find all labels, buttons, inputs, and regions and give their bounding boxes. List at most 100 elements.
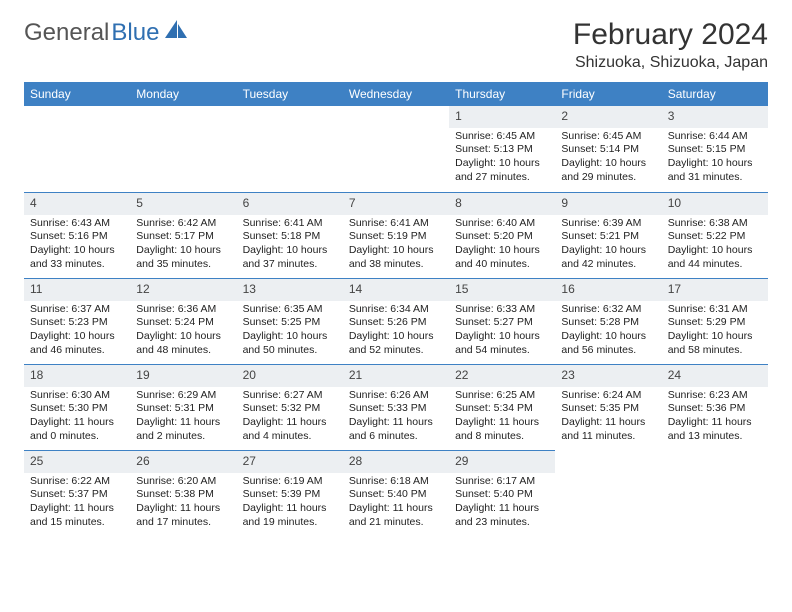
day-number: 24 (662, 364, 768, 387)
day-body: Sunrise: 6:45 AMSunset: 5:13 PMDaylight:… (449, 128, 555, 189)
day-number: 10 (662, 192, 768, 215)
location: Shizuoka, Shizuoka, Japan (573, 54, 768, 72)
calendar-week-row: 1Sunrise: 6:45 AMSunset: 5:13 PMDaylight… (24, 106, 768, 192)
day-body: Sunrise: 6:40 AMSunset: 5:20 PMDaylight:… (449, 215, 555, 276)
weekday-header: Tuesday (237, 82, 343, 106)
day-body: Sunrise: 6:35 AMSunset: 5:25 PMDaylight:… (237, 301, 343, 362)
day-number: 11 (24, 278, 130, 301)
calendar-cell: 28Sunrise: 6:18 AMSunset: 5:40 PMDayligh… (343, 450, 449, 536)
day-number: 22 (449, 364, 555, 387)
day-body: Sunrise: 6:41 AMSunset: 5:19 PMDaylight:… (343, 215, 449, 276)
weekday-header: Sunday (24, 82, 130, 106)
calendar-cell: 4Sunrise: 6:43 AMSunset: 5:16 PMDaylight… (24, 192, 130, 278)
day-body: Sunrise: 6:34 AMSunset: 5:26 PMDaylight:… (343, 301, 449, 362)
day-body: Sunrise: 6:45 AMSunset: 5:14 PMDaylight:… (555, 128, 661, 189)
day-number: 8 (449, 192, 555, 215)
calendar-cell: 6Sunrise: 6:41 AMSunset: 5:18 PMDaylight… (237, 192, 343, 278)
calendar-week-row: 25Sunrise: 6:22 AMSunset: 5:37 PMDayligh… (24, 450, 768, 536)
calendar-cell: 11Sunrise: 6:37 AMSunset: 5:23 PMDayligh… (24, 278, 130, 364)
day-number: 29 (449, 450, 555, 473)
day-number: 20 (237, 364, 343, 387)
weekday-header-row: Sunday Monday Tuesday Wednesday Thursday… (24, 82, 768, 106)
day-number: 5 (130, 192, 236, 215)
day-number: 23 (555, 364, 661, 387)
logo: GeneralBlue (24, 18, 189, 47)
day-body: Sunrise: 6:26 AMSunset: 5:33 PMDaylight:… (343, 387, 449, 448)
calendar-cell: 22Sunrise: 6:25 AMSunset: 5:34 PMDayligh… (449, 364, 555, 450)
calendar-table: Sunday Monday Tuesday Wednesday Thursday… (24, 82, 768, 536)
day-body: Sunrise: 6:18 AMSunset: 5:40 PMDaylight:… (343, 473, 449, 534)
day-body: Sunrise: 6:27 AMSunset: 5:32 PMDaylight:… (237, 387, 343, 448)
calendar-week-row: 18Sunrise: 6:30 AMSunset: 5:30 PMDayligh… (24, 364, 768, 450)
day-number: 15 (449, 278, 555, 301)
logo-word2: Blue (111, 19, 159, 47)
day-number: 16 (555, 278, 661, 301)
weekday-header: Thursday (449, 82, 555, 106)
calendar-cell: 16Sunrise: 6:32 AMSunset: 5:28 PMDayligh… (555, 278, 661, 364)
day-body: Sunrise: 6:39 AMSunset: 5:21 PMDaylight:… (555, 215, 661, 276)
day-number: 7 (343, 192, 449, 215)
weekday-header: Friday (555, 82, 661, 106)
day-number: 26 (130, 450, 236, 473)
day-number: 19 (130, 364, 236, 387)
day-number: 3 (662, 106, 768, 128)
calendar-cell: 18Sunrise: 6:30 AMSunset: 5:30 PMDayligh… (24, 364, 130, 450)
day-body: Sunrise: 6:24 AMSunset: 5:35 PMDaylight:… (555, 387, 661, 448)
calendar-cell: 19Sunrise: 6:29 AMSunset: 5:31 PMDayligh… (130, 364, 236, 450)
calendar-cell: 27Sunrise: 6:19 AMSunset: 5:39 PMDayligh… (237, 450, 343, 536)
calendar-cell (555, 450, 661, 536)
calendar-cell: 1Sunrise: 6:45 AMSunset: 5:13 PMDaylight… (449, 106, 555, 192)
day-number: 12 (130, 278, 236, 301)
day-number: 18 (24, 364, 130, 387)
day-number: 21 (343, 364, 449, 387)
title-block: February 2024 Shizuoka, Shizuoka, Japan (573, 18, 768, 72)
calendar-cell (662, 450, 768, 536)
day-number: 6 (237, 192, 343, 215)
day-number: 14 (343, 278, 449, 301)
day-number: 17 (662, 278, 768, 301)
calendar-cell: 13Sunrise: 6:35 AMSunset: 5:25 PMDayligh… (237, 278, 343, 364)
day-body: Sunrise: 6:17 AMSunset: 5:40 PMDaylight:… (449, 473, 555, 534)
day-body: Sunrise: 6:29 AMSunset: 5:31 PMDaylight:… (130, 387, 236, 448)
day-body: Sunrise: 6:32 AMSunset: 5:28 PMDaylight:… (555, 301, 661, 362)
day-body: Sunrise: 6:37 AMSunset: 5:23 PMDaylight:… (24, 301, 130, 362)
day-number: 25 (24, 450, 130, 473)
day-body: Sunrise: 6:41 AMSunset: 5:18 PMDaylight:… (237, 215, 343, 276)
day-body: Sunrise: 6:44 AMSunset: 5:15 PMDaylight:… (662, 128, 768, 189)
day-number: 28 (343, 450, 449, 473)
calendar-cell: 12Sunrise: 6:36 AMSunset: 5:24 PMDayligh… (130, 278, 236, 364)
day-number: 9 (555, 192, 661, 215)
logo-sail-icon (163, 18, 189, 47)
calendar-cell: 24Sunrise: 6:23 AMSunset: 5:36 PMDayligh… (662, 364, 768, 450)
calendar-cell: 3Sunrise: 6:44 AMSunset: 5:15 PMDaylight… (662, 106, 768, 192)
calendar-cell: 15Sunrise: 6:33 AMSunset: 5:27 PMDayligh… (449, 278, 555, 364)
day-body: Sunrise: 6:22 AMSunset: 5:37 PMDaylight:… (24, 473, 130, 534)
day-body: Sunrise: 6:43 AMSunset: 5:16 PMDaylight:… (24, 215, 130, 276)
calendar-cell (237, 106, 343, 192)
day-body: Sunrise: 6:31 AMSunset: 5:29 PMDaylight:… (662, 301, 768, 362)
day-number: 27 (237, 450, 343, 473)
day-number: 1 (449, 106, 555, 128)
calendar-cell: 5Sunrise: 6:42 AMSunset: 5:17 PMDaylight… (130, 192, 236, 278)
calendar-body: 1Sunrise: 6:45 AMSunset: 5:13 PMDaylight… (24, 106, 768, 536)
calendar-cell (130, 106, 236, 192)
calendar-cell (24, 106, 130, 192)
day-body: Sunrise: 6:33 AMSunset: 5:27 PMDaylight:… (449, 301, 555, 362)
calendar-page: GeneralBlue February 2024 Shizuoka, Shiz… (0, 0, 792, 554)
month-title: February 2024 (573, 18, 768, 52)
calendar-cell (343, 106, 449, 192)
day-body: Sunrise: 6:36 AMSunset: 5:24 PMDaylight:… (130, 301, 236, 362)
calendar-week-row: 4Sunrise: 6:43 AMSunset: 5:16 PMDaylight… (24, 192, 768, 278)
weekday-header: Saturday (662, 82, 768, 106)
calendar-cell: 17Sunrise: 6:31 AMSunset: 5:29 PMDayligh… (662, 278, 768, 364)
calendar-cell: 26Sunrise: 6:20 AMSunset: 5:38 PMDayligh… (130, 450, 236, 536)
calendar-cell: 2Sunrise: 6:45 AMSunset: 5:14 PMDaylight… (555, 106, 661, 192)
weekday-header: Monday (130, 82, 236, 106)
day-number: 2 (555, 106, 661, 128)
weekday-header: Wednesday (343, 82, 449, 106)
day-number: 13 (237, 278, 343, 301)
day-body: Sunrise: 6:23 AMSunset: 5:36 PMDaylight:… (662, 387, 768, 448)
day-number: 4 (24, 192, 130, 215)
header: GeneralBlue February 2024 Shizuoka, Shiz… (24, 18, 768, 72)
day-body: Sunrise: 6:42 AMSunset: 5:17 PMDaylight:… (130, 215, 236, 276)
